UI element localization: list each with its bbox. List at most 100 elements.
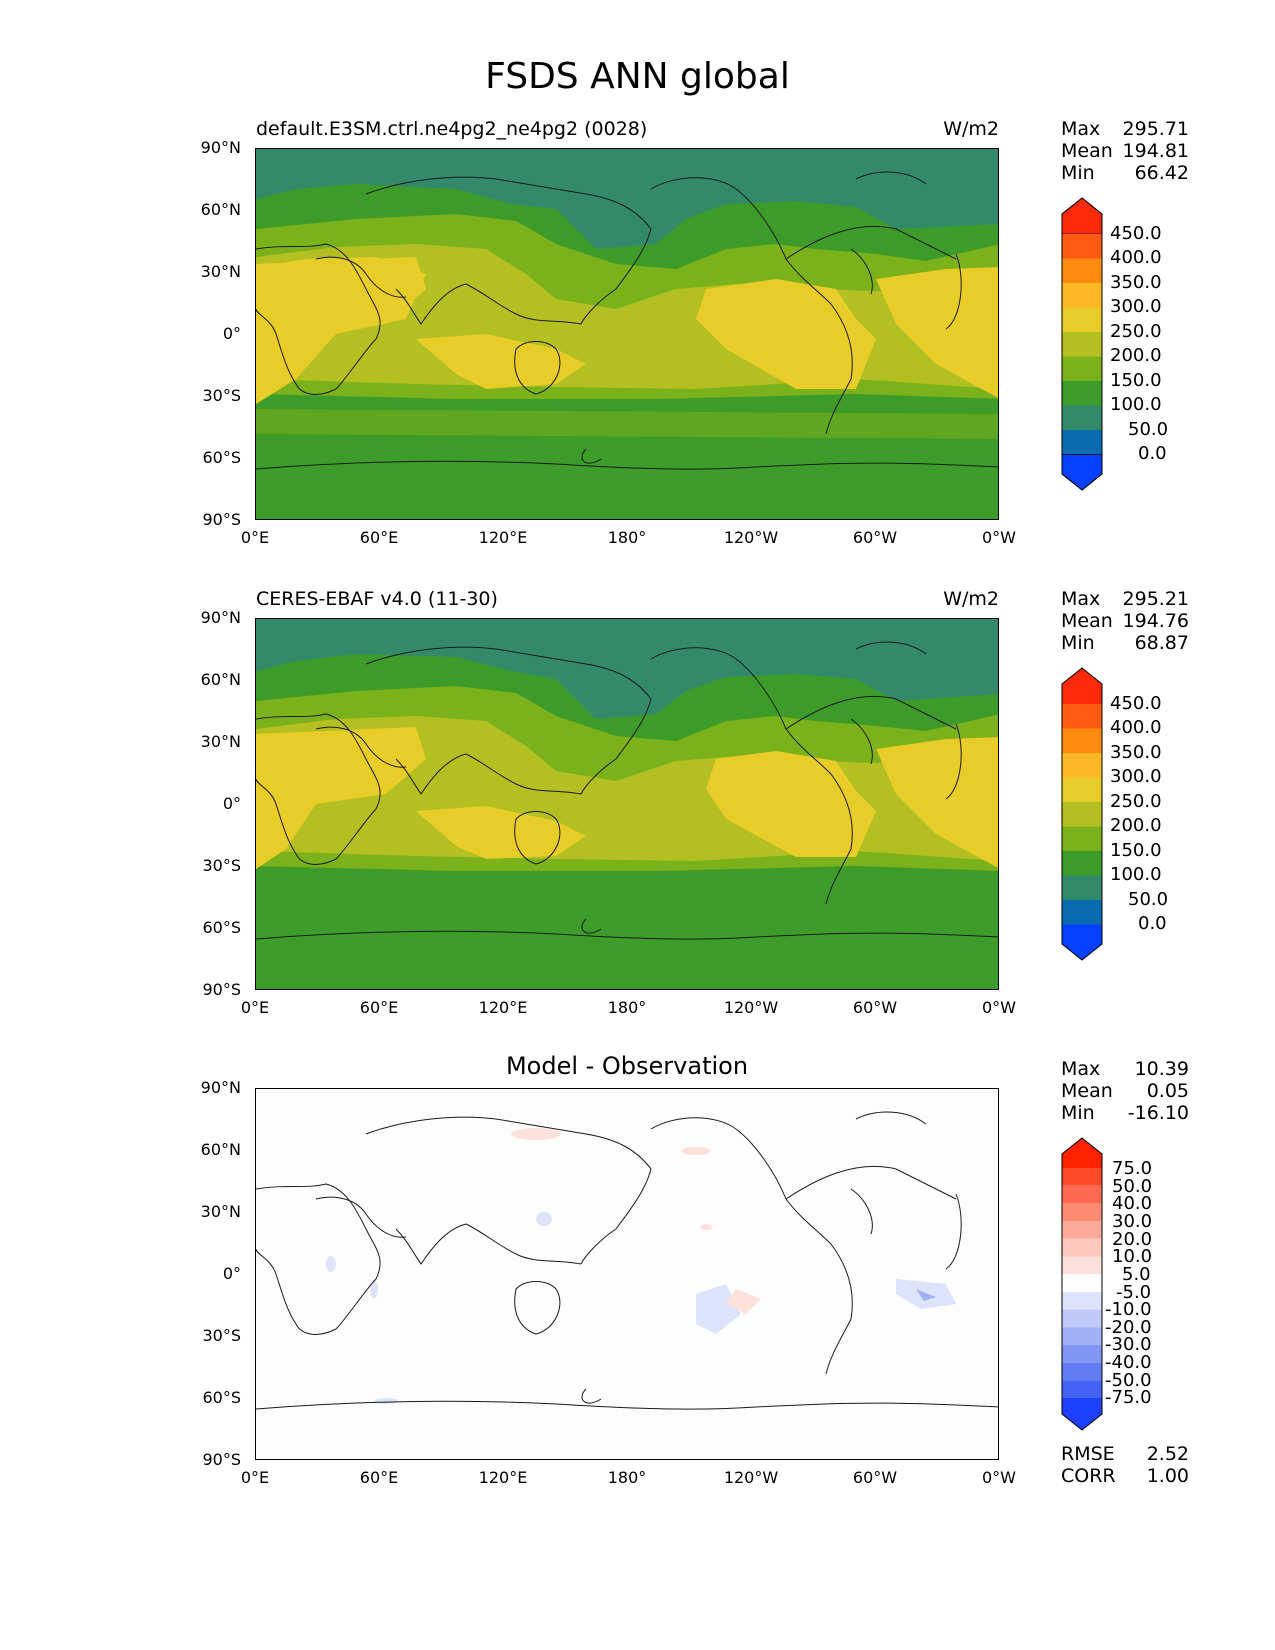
colorbar-label: 350.0 (1110, 272, 1162, 293)
colorbar-label: 50.0 (1112, 1176, 1153, 1197)
field-map (256, 619, 998, 989)
x-tick-label: 0°E (240, 528, 270, 547)
stat-value: 295.21 (1122, 588, 1189, 610)
x-tick-label: 120°W (723, 998, 779, 1017)
y-tick-label: 30°S (202, 1326, 241, 1345)
colorbar-label: -10.0 (1105, 1299, 1152, 1320)
colorbar-label: 350.0 (1110, 742, 1162, 763)
x-tick-label: 60°W (852, 1468, 898, 1487)
x-tick-label: 180° (607, 528, 647, 547)
y-tick-label: 60°N (200, 1140, 241, 1159)
colorbar-label: 250.0 (1110, 321, 1162, 342)
metric-label: RMSE (1061, 1443, 1115, 1465)
y-tick-label: 90°N (200, 1078, 241, 1097)
stat-value: 66.42 (1134, 162, 1189, 184)
colorbar-label: 30.0 (1112, 1211, 1153, 1232)
y-tick-label: 60°N (200, 200, 241, 219)
map-plot (255, 148, 999, 520)
x-tick-label: 0°W (982, 998, 1016, 1017)
colorbar-label: 150.0 (1110, 840, 1162, 861)
x-tick-label: 0°W (982, 528, 1016, 547)
map-plot (255, 618, 999, 990)
x-tick-label: 60°W (852, 528, 898, 547)
stat-value: 10.39 (1134, 1058, 1189, 1080)
y-tick-label: 0° (222, 1264, 241, 1283)
panel-title: default.E3SM.ctrl.ne4pg2_ne4pg2 (0028) (256, 118, 648, 140)
stat-label: Max (1061, 1058, 1101, 1080)
stat-label: Min (1061, 1102, 1095, 1124)
panel-title: CERES-EBAF v4.0 (11-30) (256, 588, 498, 610)
stat-label: Max (1061, 118, 1101, 140)
stat-value: 194.81 (1122, 140, 1189, 162)
y-tick-label: 90°N (200, 138, 241, 157)
stat-value: -16.10 (1127, 1102, 1189, 1124)
y-tick-label: 30°S (202, 856, 241, 875)
x-tick-label: 60°E (359, 528, 399, 547)
stat-value: 295.71 (1122, 118, 1189, 140)
y-tick-label: 30°S (202, 386, 241, 405)
units-label: W/m2 (943, 588, 999, 610)
x-tick-label: 180° (607, 1468, 647, 1487)
difference-map (256, 1089, 998, 1459)
colorbar-label: 150.0 (1110, 370, 1162, 391)
x-tick-label: 120°W (723, 1468, 779, 1487)
stat-label: Min (1061, 632, 1095, 654)
y-tick-label: 90°S (202, 1450, 241, 1469)
colorbar-label: 0.0 (1138, 913, 1167, 934)
stat-label: Min (1061, 162, 1095, 184)
colorbar-label: 450.0 (1110, 223, 1162, 244)
colorbar-label: 250.0 (1110, 791, 1162, 812)
stat-value: 194.76 (1122, 610, 1189, 632)
panel-test: default.E3SM.ctrl.ne4pg2_ne4pg2 (0028) W… (0, 118, 1275, 588)
colorbar-label: 100.0 (1110, 394, 1162, 415)
y-tick-label: 90°S (202, 980, 241, 999)
colorbar-label: 300.0 (1110, 766, 1162, 787)
colorbar-label: 75.0 (1112, 1158, 1153, 1179)
colorbar-swatches (1061, 1137, 1103, 1431)
y-tick-label: 90°N (200, 608, 241, 627)
x-tick-label: 120°E (478, 1468, 528, 1487)
map-plot (255, 1088, 999, 1460)
x-tick-label: 60°W (852, 998, 898, 1017)
colorbar-label: 5.0 (1122, 1264, 1151, 1285)
colorbar-swatches (1061, 667, 1103, 961)
colorbar-label: 200.0 (1110, 815, 1162, 836)
stat-value: 0.05 (1146, 1080, 1189, 1102)
colorbar-label: -20.0 (1105, 1317, 1152, 1338)
colorbar-label: -30.0 (1105, 1334, 1152, 1355)
colorbar-label: 50.0 (1128, 889, 1169, 910)
stat-label: Mean (1061, 1080, 1113, 1102)
stat-label: Max (1061, 588, 1101, 610)
colorbar-label: 40.0 (1112, 1193, 1153, 1214)
panel-title: Model - Observation (505, 1052, 749, 1080)
x-tick-label: 60°E (359, 998, 399, 1017)
stats-box: Max 10.39 Mean 0.05 Min -16.10 (1061, 1058, 1189, 1124)
stat-value: 68.87 (1134, 632, 1189, 654)
colorbar-label: 50.0 (1128, 419, 1169, 440)
y-tick-label: 60°S (202, 918, 241, 937)
stat-label: Mean (1061, 140, 1113, 162)
y-tick-label: 90°S (202, 510, 241, 529)
stat-label: Mean (1061, 610, 1113, 632)
x-tick-label: 0°E (240, 998, 270, 1017)
colorbar-label: 20.0 (1112, 1229, 1153, 1250)
x-tick-label: 120°W (723, 528, 779, 547)
y-tick-label: 60°N (200, 670, 241, 689)
stats-box: Max 295.71 Mean 194.81 Min 66.42 (1061, 118, 1189, 184)
y-tick-label: 60°S (202, 1388, 241, 1407)
x-tick-label: 60°E (359, 1468, 399, 1487)
y-tick-label: 30°N (200, 262, 241, 281)
x-tick-label: 180° (607, 998, 647, 1017)
metric-value: 1.00 (1146, 1465, 1189, 1487)
y-tick-label: 60°S (202, 448, 241, 467)
colorbar-label: 400.0 (1110, 247, 1162, 268)
colorbar-label: 450.0 (1110, 693, 1162, 714)
panel-diff: Model - Observation (0, 1052, 1275, 1528)
colorbar-label: 0.0 (1138, 443, 1167, 464)
metric-value: 2.52 (1146, 1443, 1189, 1465)
stats-box: Max 295.21 Mean 194.76 Min 68.87 (1061, 588, 1189, 654)
y-tick-label: 30°N (200, 732, 241, 751)
colorbar-label: -75.0 (1105, 1387, 1152, 1408)
x-tick-label: 120°E (478, 998, 528, 1017)
x-tick-label: 120°E (478, 528, 528, 547)
